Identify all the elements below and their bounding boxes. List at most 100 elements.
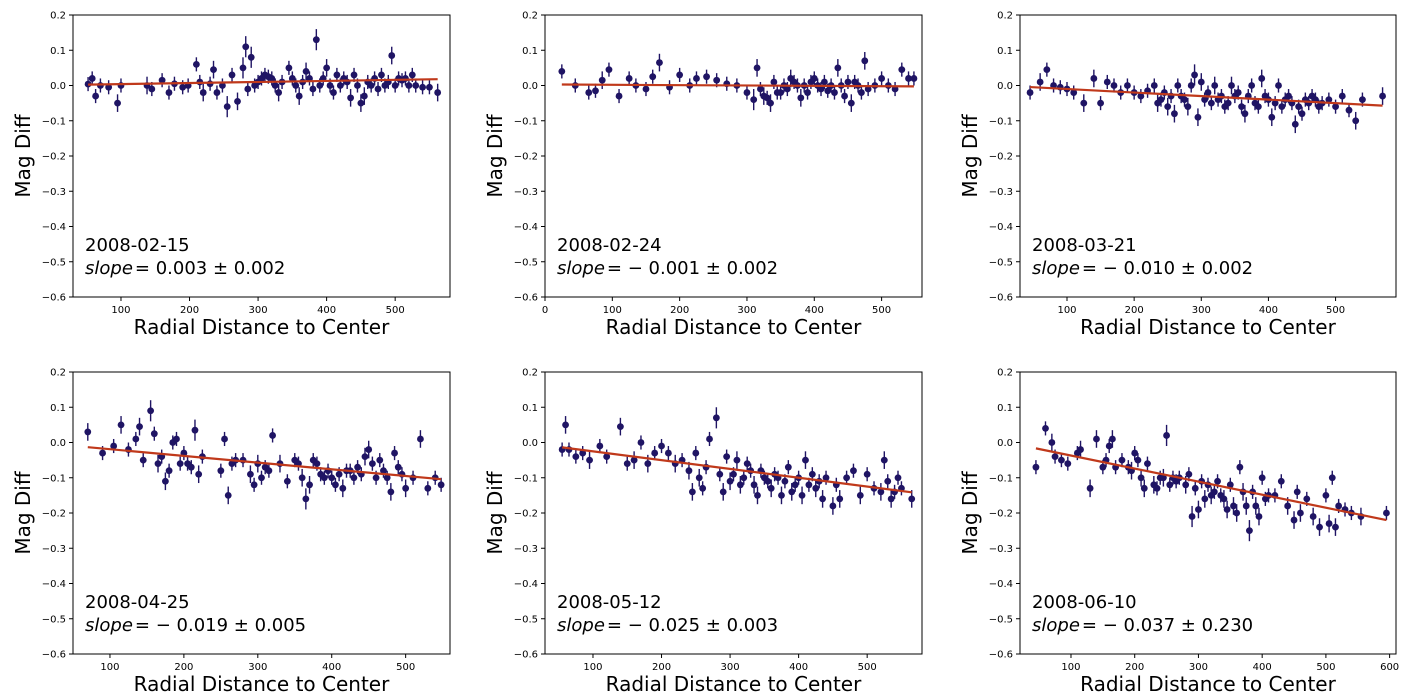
marker [306, 481, 313, 489]
y-tick-label: −0.4 [989, 579, 1013, 590]
marker [330, 89, 337, 96]
marker [603, 453, 611, 460]
x-tick-label: 400 [1259, 305, 1278, 316]
data-point [258, 470, 265, 485]
marker [1226, 481, 1234, 489]
subplot-6: 0.2 0.1 0.0 −0.1 −0.2 −0.3 −0.4 −0.5 −0.6 100 200 3… [958, 368, 1399, 696]
marker [822, 474, 830, 482]
data-point [1316, 518, 1323, 536]
marker [388, 52, 396, 59]
data-point [1137, 468, 1145, 487]
slope-symbol: slope [85, 258, 133, 279]
data-point [858, 85, 865, 100]
marker [1157, 96, 1165, 103]
data-point [1328, 470, 1336, 485]
marker [1255, 513, 1263, 520]
marker [1322, 491, 1330, 499]
data-point [347, 89, 355, 107]
y-tick-label: 0.0 [522, 438, 538, 449]
data-point [1352, 111, 1360, 130]
data-point [1226, 477, 1234, 492]
marker [864, 85, 872, 93]
marker [1238, 103, 1245, 111]
x-tick-label: 500 [1326, 305, 1345, 316]
marker [298, 474, 306, 482]
marker [649, 73, 657, 81]
data-point [1233, 504, 1241, 522]
marker [383, 474, 391, 482]
fit-line [87, 446, 442, 481]
data-point [1144, 83, 1151, 98]
data-point [1197, 73, 1205, 91]
slope-annotation: slope = − 0.019 ± 0.005 [85, 615, 306, 636]
data-point [1140, 479, 1148, 498]
marker [1184, 103, 1192, 111]
y-tick-label: −0.1 [989, 116, 1013, 127]
marker [1325, 96, 1333, 103]
data-point [592, 83, 599, 98]
data-point [302, 62, 310, 81]
marker [1097, 99, 1104, 107]
marker [1271, 99, 1279, 107]
data-point [1383, 505, 1390, 521]
data-point [234, 92, 241, 111]
data-point [92, 89, 100, 104]
marker [191, 426, 199, 434]
data-point [1153, 481, 1161, 496]
marker [192, 60, 200, 68]
marker [139, 456, 147, 464]
slope-symbol: slope [1032, 615, 1080, 636]
marker [1201, 495, 1209, 503]
data-point [558, 442, 566, 457]
data-point [716, 467, 724, 482]
data-point [1171, 104, 1178, 123]
marker [1150, 82, 1158, 89]
y-tick-label: −0.5 [42, 257, 66, 268]
marker [380, 467, 387, 475]
marker [1048, 439, 1056, 446]
marker [434, 89, 442, 96]
marker [692, 449, 700, 457]
data-point [898, 62, 906, 77]
marker [1214, 477, 1221, 485]
x-tick-label: 500 [858, 662, 877, 673]
data-point [1241, 104, 1249, 123]
y-tick-label: −0.6 [989, 293, 1013, 304]
marker [110, 442, 118, 450]
marker [99, 449, 106, 457]
data-point [158, 73, 166, 88]
data-point [350, 470, 358, 485]
marker [878, 75, 886, 82]
data-point [586, 451, 593, 469]
data-point [1252, 497, 1260, 515]
y-tick-label: −0.4 [42, 579, 66, 590]
marker [562, 421, 569, 429]
data-point [365, 440, 373, 459]
marker [265, 467, 273, 475]
data-point [598, 71, 606, 90]
data-point [1345, 103, 1353, 118]
y-tick-label: −0.5 [989, 614, 1013, 625]
marker [347, 94, 355, 102]
marker [781, 477, 789, 485]
data-point [1201, 490, 1209, 508]
data-point [1191, 64, 1198, 86]
data-point [295, 87, 303, 105]
data-point [1228, 76, 1235, 95]
marker [1153, 484, 1161, 492]
y-tick-label: −0.1 [514, 473, 538, 484]
data-point [1110, 78, 1118, 93]
marker [1223, 506, 1231, 513]
marker [1166, 481, 1174, 489]
marker [1103, 78, 1111, 86]
data-point [726, 472, 734, 491]
marker [354, 82, 361, 89]
marker [333, 71, 341, 79]
marker [884, 477, 892, 485]
marker [376, 456, 384, 464]
data-point [910, 71, 918, 86]
data-point [894, 470, 902, 485]
marker [558, 68, 566, 75]
subplot-3: 0.2 0.1 0.0 −0.1 −0.2 −0.3 −0.4 −0.5 −0.6 100 200 3… [958, 11, 1397, 339]
